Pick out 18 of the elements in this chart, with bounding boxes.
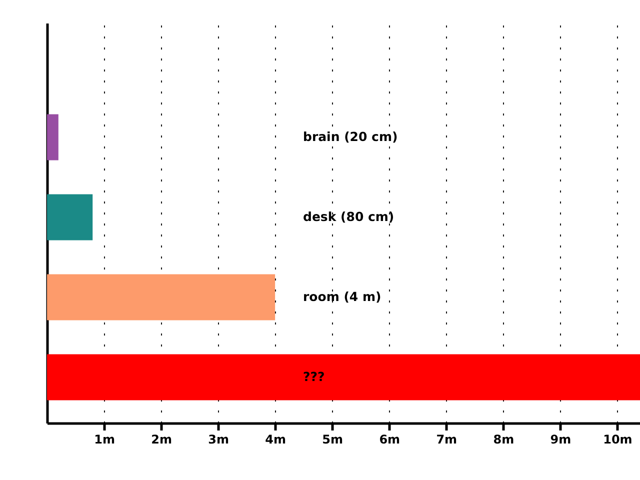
x-tick-label: 8m (493, 432, 514, 446)
x-tick-label: 7m (436, 432, 458, 446)
x-tick-label: 1m (94, 432, 115, 446)
y-tick-label: ??? (303, 369, 325, 384)
x-tick-label: 3m (208, 432, 229, 446)
x-tick-label: 6m (379, 432, 400, 446)
x-tick-label: 10m (603, 432, 632, 446)
bar (47, 194, 93, 240)
bar (47, 114, 58, 160)
y-tick-label: room (4 m) (303, 289, 382, 304)
bar (47, 274, 276, 320)
bar (47, 354, 640, 400)
x-tick-label: 4m (265, 432, 286, 446)
x-tick-label: 5m (322, 432, 344, 446)
x-tick-label: 9m (550, 432, 572, 446)
x-tick-label: 2m (151, 432, 172, 446)
y-tick-label: desk (80 cm) (303, 209, 394, 224)
y-tick-label: brain (20 cm) (303, 129, 398, 144)
